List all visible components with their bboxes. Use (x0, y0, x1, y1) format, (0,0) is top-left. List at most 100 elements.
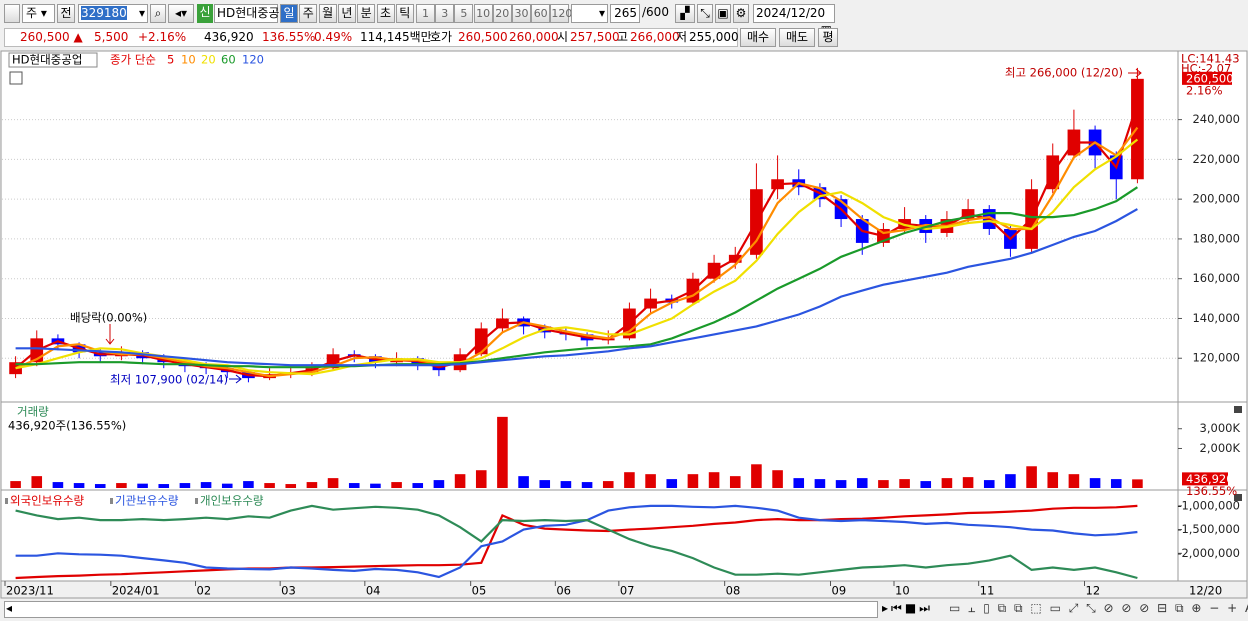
volume-bar (454, 474, 466, 488)
volume-bar (899, 479, 910, 488)
legend-marker (195, 498, 198, 504)
volume-bar (200, 482, 212, 488)
volume-rate: 136.55% (262, 30, 316, 44)
legend-title: HD현대중공업 (12, 53, 82, 67)
series-line (15, 504, 1138, 580)
interval-button[interactable]: 30 (512, 4, 531, 23)
volume-bar (1110, 479, 1122, 488)
volume-bar (264, 483, 275, 488)
interval-button[interactable]: 120 (550, 4, 572, 23)
new-badge[interactable]: 신 (197, 4, 213, 23)
x-tick-label: 12/20 (1189, 584, 1222, 598)
scroll-track[interactable] (4, 601, 878, 618)
x-tick-label: 09 (832, 584, 847, 598)
interval-button[interactable]: 10 (473, 4, 493, 23)
legend-entry: 120 (242, 53, 264, 67)
volume-bar (814, 479, 826, 488)
buy-button[interactable]: 매수 (740, 28, 776, 47)
interval-button[interactable]: 20 (492, 4, 512, 23)
chart-tools[interactable]: ▭ ⫠ ▯ ⧉ ⧉ ⬚ ▭ ⤢ ⤡ ⊘ ⊘ ⊘ ⊟ ⧉ ⊕ − + A (949, 601, 1248, 615)
close-icon[interactable] (1234, 406, 1242, 413)
table-icon[interactable] (9, 71, 23, 85)
interval-button[interactable]: 1 (416, 4, 435, 23)
volume-bar (1132, 479, 1143, 488)
unit-button[interactable]: 월 (318, 4, 337, 23)
scroll-left[interactable]: ◂ (6, 601, 13, 615)
volume-bar (772, 470, 783, 488)
tool-button[interactable]: ▞ (675, 4, 695, 23)
low-label: 저 (676, 30, 688, 44)
legend-entry: 60 (221, 53, 236, 67)
amount: 114,145백만 (360, 30, 432, 44)
interval-button[interactable]: 60 (531, 4, 551, 23)
unit-button[interactable]: 분 (357, 4, 376, 23)
interval-select[interactable]: ▾ (571, 4, 608, 23)
unit-button[interactable]: 틱 (395, 4, 414, 23)
y-tick-label: 220,000 (1192, 152, 1240, 166)
info-bar: 260,500 ▲ 5,500 +2.16% 436,920 136.55% 0… (4, 28, 839, 48)
close-icon[interactable] (1234, 494, 1242, 501)
volume-bar (708, 472, 720, 488)
scrollbar: ◂ ▸⏮■⏭ ▭ ⫠ ▯ ⧉ ⧉ ⬚ ▭ ⤢ ⤡ ⊘ ⊘ ⊘ ⊟ ⧉ ⊕ − +… (4, 601, 1248, 618)
legend-entry: 개인보유수량 (200, 494, 264, 508)
menu-icon[interactable] (4, 4, 20, 23)
volume-bar (962, 477, 974, 488)
interval-button[interactable]: 5 (454, 4, 474, 23)
scroll-controls[interactable]: ▸⏮■⏭ (882, 601, 933, 615)
sell-button[interactable]: 매도 (779, 28, 815, 47)
unit-button[interactable]: 초 (376, 4, 395, 23)
quote-label: 호가 (430, 30, 453, 44)
volume-bar (158, 484, 170, 488)
interval-button[interactable]: 3 (435, 4, 455, 23)
legend-entry: 10 (181, 53, 196, 67)
sound-button[interactable]: ◂▾ (168, 4, 194, 23)
eval-button[interactable]: 평 (818, 28, 838, 47)
x-tick-label: 02 (197, 584, 212, 598)
series-line (15, 138, 1139, 376)
volume-bar (285, 484, 297, 488)
unit-button[interactable]: 년 (337, 4, 356, 23)
volume-bar (73, 483, 85, 488)
series-line (15, 504, 1138, 579)
volume-bar (878, 480, 889, 488)
unit-button[interactable]: 일 (280, 4, 298, 23)
save-button[interactable]: ▣ (715, 4, 731, 23)
price: 260,500 ▲ (20, 30, 83, 44)
volume-bar (370, 483, 381, 488)
volume-bar (1026, 466, 1037, 488)
volume-bar (94, 484, 106, 488)
side-label: LC:141.43 (1181, 52, 1240, 66)
rate: +2.16% (138, 30, 187, 44)
y-tick-label: 160,000 (1192, 271, 1240, 285)
x-tick-label: 07 (620, 584, 635, 598)
search-button[interactable]: ⌕ (150, 4, 166, 23)
settings-button[interactable]: ⚙ (733, 4, 749, 23)
volume-bar (116, 483, 127, 488)
volume-bar (729, 476, 741, 488)
legend-entry: 외국인보유수량 (10, 494, 84, 508)
volume-bar (1068, 474, 1080, 488)
volume-bar (1089, 478, 1101, 488)
volume-bar (391, 482, 402, 488)
y-tick-label: -1,000,000 (1177, 498, 1240, 512)
series-line (15, 186, 1139, 369)
volume-bar (560, 481, 572, 488)
tool-button[interactable]: ⤡ (697, 4, 713, 23)
volume-bar (10, 481, 21, 488)
legend-entry: 기관보유수량 (115, 494, 179, 508)
high: 266,000 (630, 30, 680, 44)
legend-marker (5, 498, 8, 504)
legend-label: 종가 단순 (110, 53, 156, 67)
date-input[interactable]: 2024/12/20▦ (753, 4, 835, 37)
quote-box (4, 28, 738, 47)
volume-bar (137, 483, 148, 488)
period-select[interactable]: 주 ▾ (22, 4, 55, 23)
code-input[interactable]: 329180 ▾ (78, 4, 148, 23)
count-input[interactable]: 265 (610, 4, 640, 23)
unit-button[interactable]: 주 (299, 4, 318, 23)
bid: 260,000 (509, 30, 559, 44)
stock-name: HD현대중공 (214, 4, 279, 23)
mode-button[interactable]: 전 (57, 4, 75, 23)
volume-bar (243, 481, 254, 488)
